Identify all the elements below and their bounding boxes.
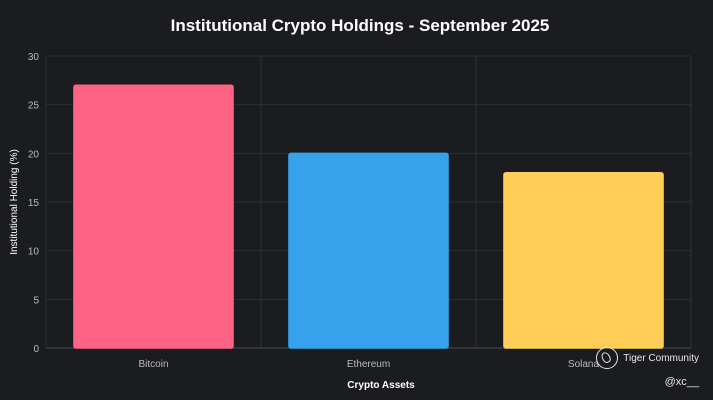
x-axis-label: Crypto Assets (347, 380, 415, 391)
chart-title: Institutional Crypto Holdings - Septembe… (171, 16, 550, 35)
y-tick-label: 10 (28, 247, 40, 258)
y-axis-ticks: 0 5 10 15 20 25 30 (28, 52, 40, 355)
bar-solana (503, 172, 664, 349)
bar-bitcoin (73, 84, 234, 349)
bars (73, 84, 664, 349)
watermark-brand: Tiger Community (623, 352, 699, 364)
y-tick-label: 15 (28, 198, 40, 209)
y-axis-label: Institutional Holding (%) (9, 149, 20, 255)
y-tick-label: 20 (28, 149, 40, 160)
tiger-community-logo-icon (596, 347, 619, 369)
y-tick-label: 5 (33, 295, 39, 306)
x-axis-ticks: Bitcoin Ethereum Solana (138, 359, 599, 370)
x-tick-label: Bitcoin (138, 359, 168, 370)
x-tick-label: Ethereum (347, 359, 390, 370)
bar-ethereum (288, 152, 449, 349)
x-tick-label: Solana (568, 359, 600, 370)
y-tick-label: 30 (28, 52, 40, 63)
y-tick-label: 25 (28, 101, 40, 112)
y-tick-label: 0 (33, 344, 39, 355)
watermark: Tiger Community (596, 347, 699, 369)
watermark-handle: @xc__ (664, 376, 699, 388)
